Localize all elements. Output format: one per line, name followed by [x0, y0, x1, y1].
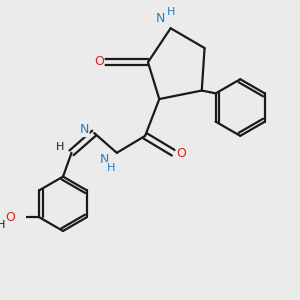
- Text: O: O: [5, 211, 15, 224]
- Text: N: N: [79, 123, 89, 136]
- Text: N: N: [156, 12, 165, 25]
- Text: O: O: [176, 148, 186, 160]
- Text: O: O: [94, 55, 104, 68]
- Text: N: N: [100, 153, 109, 166]
- Text: H: H: [107, 163, 115, 172]
- Text: H: H: [56, 142, 64, 152]
- Text: H: H: [0, 220, 6, 230]
- Text: H: H: [167, 8, 175, 17]
